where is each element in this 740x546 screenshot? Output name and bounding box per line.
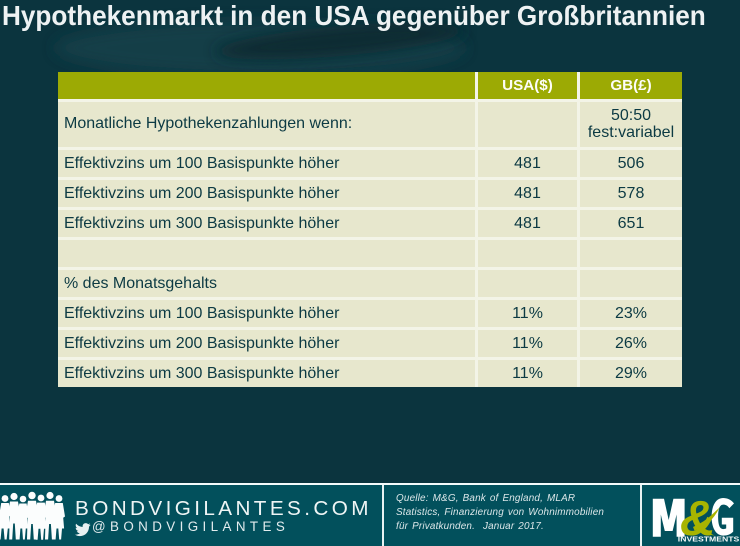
svg-text:INVESTMENTS: INVESTMENTS bbox=[678, 534, 740, 543]
